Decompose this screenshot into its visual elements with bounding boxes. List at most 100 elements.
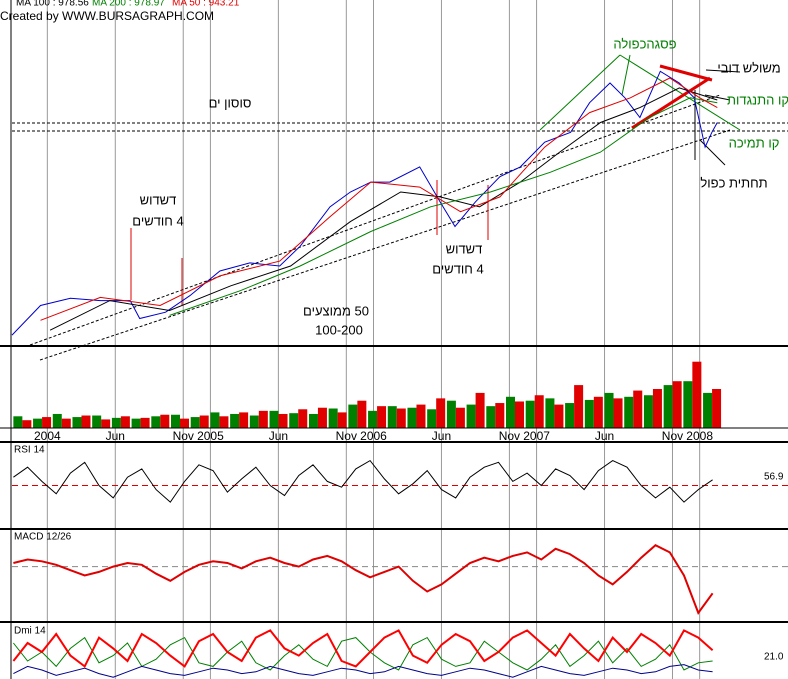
annotation: 4 חודשים	[432, 261, 483, 276]
x-tick-label: Nov	[662, 429, 683, 443]
bar	[416, 404, 426, 428]
x-tick-label: 2006	[360, 429, 387, 443]
bar	[604, 392, 614, 428]
bar	[703, 392, 713, 428]
bar	[436, 398, 446, 428]
trend-lines	[12, 54, 788, 361]
bar	[446, 400, 456, 428]
resistance-line	[659, 64, 713, 82]
series-line	[11, 70, 718, 336]
bar	[239, 412, 249, 428]
bar	[377, 406, 387, 428]
pointer	[699, 139, 726, 166]
bar	[584, 399, 594, 428]
x-tick-label: Jun	[432, 429, 451, 443]
panel-title: MACD 12/26	[14, 532, 72, 543]
bar	[466, 404, 476, 428]
bar	[624, 396, 634, 428]
bar	[455, 407, 465, 428]
bar	[210, 412, 220, 428]
bar	[348, 404, 358, 428]
bar	[190, 417, 200, 428]
bar	[289, 413, 299, 428]
bar	[574, 385, 584, 428]
annotation: 50 ממוצעים	[303, 303, 369, 318]
bar	[199, 415, 209, 428]
trend-line	[39, 129, 731, 361]
bar	[643, 395, 653, 428]
series-line	[13, 459, 713, 503]
bar	[22, 420, 32, 428]
last-value-label: 21.0	[764, 652, 784, 663]
pointer	[704, 94, 731, 101]
annotation: 100-200	[315, 322, 363, 337]
bar	[160, 414, 170, 428]
x-tick-label: Jun	[269, 429, 288, 443]
bar	[278, 413, 288, 428]
bar	[357, 400, 367, 428]
header: Created by WWW.BURSAGRAPH.COM	[0, 9, 214, 23]
annotation: משולש דובי	[717, 60, 780, 75]
plot	[11, 70, 788, 678]
bar	[140, 417, 150, 428]
bar	[258, 410, 268, 428]
bar	[52, 413, 62, 428]
legend-entry: MA 50 : 943.21	[172, 0, 240, 9]
bar	[396, 408, 406, 428]
bar	[249, 415, 259, 428]
bar	[298, 409, 308, 428]
bar	[72, 417, 82, 428]
bar	[427, 409, 437, 428]
bar	[328, 408, 338, 428]
bar	[554, 404, 564, 428]
bar	[33, 418, 43, 428]
annotation: קו התנגדות	[727, 92, 788, 107]
panel-title: Dmi 14	[14, 626, 46, 637]
last-value-label: 56.9	[764, 472, 784, 483]
grid	[46, 0, 701, 679]
support-line	[631, 76, 711, 130]
annotation: סוסון ים	[209, 95, 252, 110]
annotation: פסגהכפולה	[613, 36, 676, 51]
series-line	[169, 97, 718, 316]
x-tick-label: 2005	[197, 429, 224, 443]
bar	[525, 400, 535, 428]
bar	[495, 403, 505, 428]
series-line	[13, 664, 713, 678]
pointer	[705, 69, 741, 73]
series-line	[40, 77, 718, 321]
bar	[683, 381, 693, 428]
annotation: דשדוש	[446, 241, 483, 256]
bar	[633, 390, 643, 428]
annotation: קו תמיכה	[729, 135, 780, 150]
bar	[230, 413, 240, 428]
series-line	[49, 87, 718, 331]
bar	[111, 417, 121, 428]
bar	[652, 389, 662, 428]
bar	[486, 406, 496, 428]
x-tick-label: Jun	[106, 429, 125, 443]
series-line	[12, 629, 714, 668]
x-tick-label: Nov	[499, 429, 520, 443]
bar	[387, 406, 397, 428]
annotation: דשדוש	[140, 192, 177, 207]
bar	[81, 415, 91, 428]
x-tick-label: Nov	[336, 429, 357, 443]
bar	[61, 418, 71, 428]
trend-line	[619, 54, 741, 131]
series-line	[13, 636, 713, 671]
bar	[101, 419, 111, 428]
bar	[545, 398, 555, 428]
annotation: 4 חודשים	[132, 213, 183, 228]
bar	[712, 389, 722, 428]
bar	[663, 385, 673, 428]
trend-line	[539, 54, 621, 131]
series-line	[13, 544, 714, 615]
bar	[672, 381, 682, 428]
bar	[368, 410, 378, 428]
panel-title: RSI 14	[14, 445, 45, 456]
bar	[13, 416, 23, 428]
annotation: תחתית כפול	[700, 175, 767, 190]
